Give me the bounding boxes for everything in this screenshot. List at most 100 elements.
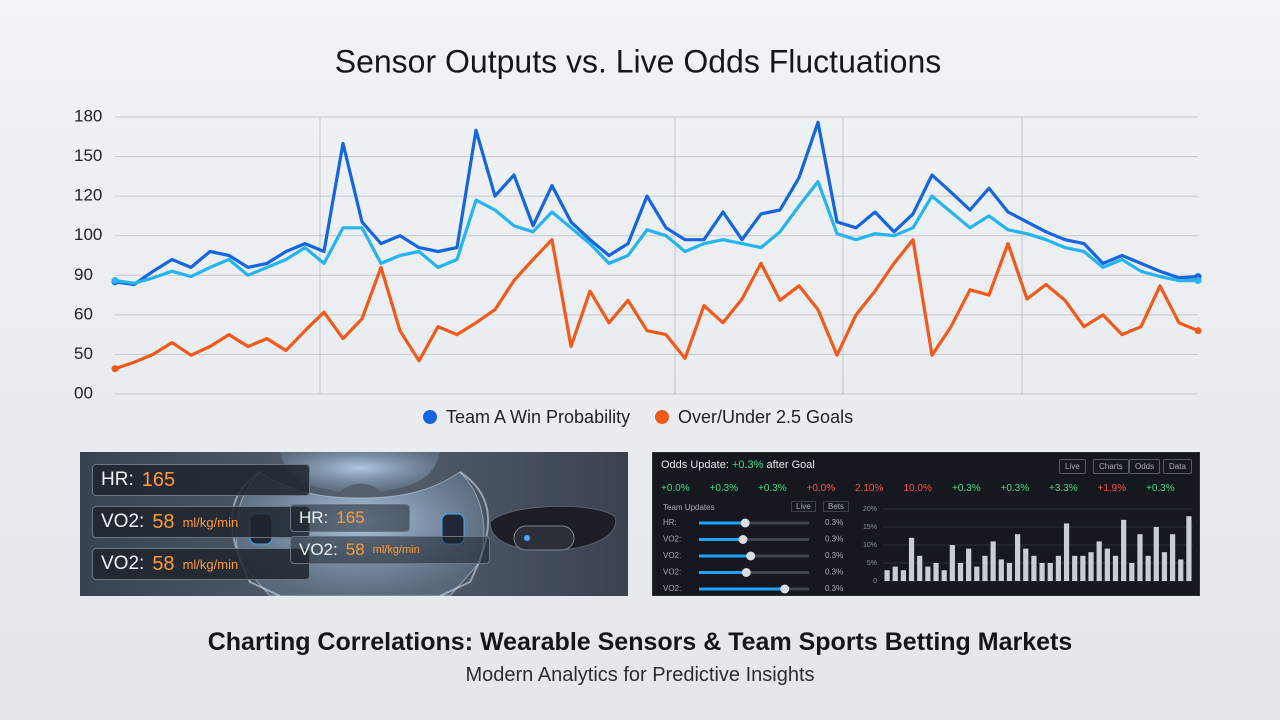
mini-bar <box>884 570 890 581</box>
series-lines <box>111 120 1202 373</box>
legend: Team A Win Probability Over/Under 2.5 Goa… <box>423 407 853 427</box>
bar-y-tick-label: 5% <box>867 560 877 567</box>
readout-label: VO2: <box>101 553 145 574</box>
shoulders <box>280 452 440 492</box>
mini-bar <box>1014 534 1021 581</box>
table-tag: Bets <box>823 501 850 512</box>
mini-bar <box>1153 527 1159 581</box>
slider-value: 0.3% <box>825 584 843 593</box>
readout-value: 165 <box>336 508 365 527</box>
table-header: Team Updates <box>663 503 715 512</box>
series-line <box>114 120 1199 287</box>
mini-bar <box>1031 555 1037 581</box>
footer-subtitle: Modern Analytics for Predictive Insights <box>465 664 815 686</box>
slider-label: VO2: <box>663 551 681 560</box>
mini-bar <box>966 548 972 581</box>
mini-bar <box>900 570 907 581</box>
mini-bar <box>1178 559 1184 581</box>
odds-change-value: +0.3% <box>709 483 739 494</box>
overlay-readout: VO2: 58 ml/kg/min <box>290 536 490 564</box>
mini-bar <box>933 563 939 581</box>
overlay-readout: HR: 165 <box>290 504 410 532</box>
odds-change-value: 2.10% <box>855 483 884 494</box>
toolbar-button[interactable]: Live <box>1059 459 1086 474</box>
mini-bar <box>908 537 915 581</box>
toolbar-button[interactable]: Odds <box>1129 459 1161 474</box>
mini-bar <box>998 559 1004 581</box>
readout-unit: ml/kg/min <box>182 514 239 530</box>
readout-value: 165 <box>141 468 176 491</box>
line-chart: Sensor Outputs vs. Live Odds Fluctuation… <box>74 43 1202 427</box>
odds-panel: Odds Update: +0.3% after Goal Live Charts O… <box>652 452 1200 596</box>
legend-marker <box>655 410 669 424</box>
readout-unit: ml/kg/min <box>372 544 420 556</box>
bar-y-tick-label: 15% <box>863 524 877 531</box>
odds-change-value: +0.0% <box>806 483 836 494</box>
arm-right <box>439 471 490 596</box>
mini-bar <box>982 555 988 581</box>
odds-change-value: +0.3% <box>1146 483 1175 494</box>
slider-label: HR: <box>663 518 677 527</box>
sensor-led <box>524 535 530 541</box>
legend-marker <box>423 410 437 424</box>
readout-value: 58 <box>345 540 365 559</box>
end-point <box>1194 327 1202 335</box>
slider-knob <box>746 551 756 561</box>
y-tick-label: 50 <box>74 344 93 363</box>
mini-bar <box>957 563 964 581</box>
slider-knob <box>738 535 748 544</box>
odds-change-value: 10.0% <box>903 483 932 494</box>
odds-change-value: +0.3% <box>952 483 981 494</box>
y-tick-label: 120 <box>74 186 102 205</box>
y-tick-label: 00 <box>74 383 93 402</box>
sensor-readout: HR: 165 <box>92 464 310 496</box>
sensor-readout: VO2: 58 ml/kg/min <box>92 548 310 580</box>
sensor-panel: HR: 165 VO2: 58 ml/kg/min VO2: 58 ml/kg/min HR: 1… <box>80 452 628 596</box>
mini-bar <box>1169 534 1176 581</box>
mini-bar <box>1112 555 1119 581</box>
bar-y-tick-label: 0 <box>873 578 877 585</box>
mini-bar <box>1129 563 1135 581</box>
toolbar-button[interactable]: Data <box>1163 459 1192 474</box>
readout-value: 58 <box>152 552 175 575</box>
odds-title: Odds Update: <box>661 459 729 471</box>
slider-knob <box>740 518 750 528</box>
mini-bar <box>892 566 898 581</box>
mini-bar <box>1080 555 1086 581</box>
mini-bar <box>1063 523 1070 581</box>
bar-y-tick-label: 20% <box>863 506 877 513</box>
mini-bar <box>1006 563 1013 581</box>
mini-bar <box>949 545 955 581</box>
end-point <box>1194 277 1202 285</box>
end-point <box>111 365 119 373</box>
y-tick-label: 60 <box>74 304 93 323</box>
mini-bar <box>990 541 996 581</box>
chart-title: Sensor Outputs vs. Live Odds Fluctuation… <box>335 43 942 79</box>
mini-bar <box>1047 563 1053 581</box>
mini-bar <box>1072 555 1078 581</box>
readout-label: HR: <box>299 508 329 527</box>
series-line <box>114 238 1199 371</box>
slider-knob <box>780 584 790 594</box>
slider-value: 0.3% <box>825 568 843 577</box>
odds-change-value: +0.3% <box>758 483 787 494</box>
grid: 00 50 60 90 100 120 150 180 <box>74 106 1198 402</box>
odds-change-value: +0.3% <box>1000 483 1030 494</box>
end-point <box>111 277 119 285</box>
wristband-sensor <box>513 525 575 551</box>
readout-label: VO2: <box>101 511 145 532</box>
odds-after: after Goal <box>766 459 815 471</box>
slider-value: 0.3% <box>825 551 843 560</box>
toolbar-button[interactable]: Charts <box>1093 459 1129 474</box>
slider-label: VO2: <box>663 535 681 544</box>
y-tick-label: 100 <box>74 225 102 244</box>
odds-change-value: +1.9% <box>1097 483 1127 494</box>
y-tick-label: 150 <box>74 146 102 165</box>
odds-change: +0.3% <box>731 459 764 471</box>
mini-bar <box>1137 534 1143 581</box>
mini-bar <box>1039 563 1045 581</box>
legend-label: Team A Win Probability <box>446 407 630 427</box>
odds-change-value: +0.0% <box>661 483 690 494</box>
